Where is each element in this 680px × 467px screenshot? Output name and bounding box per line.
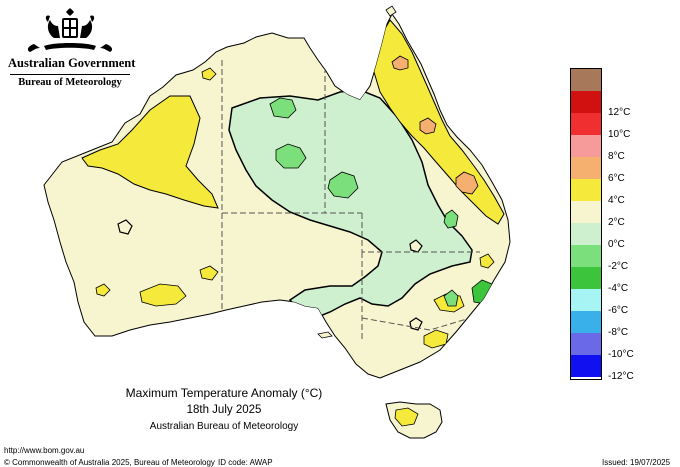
government-header: Australian Government Bureau of Meteorol… <box>8 8 136 88</box>
legend-label: -12°C <box>608 371 634 382</box>
header-divider <box>10 74 130 75</box>
legend-label: 6°C <box>608 173 625 184</box>
government-name: Australian Government <box>8 56 136 70</box>
legend-swatch <box>571 245 601 267</box>
legend-swatch <box>571 179 601 201</box>
cold-patch-se-inland <box>443 289 459 307</box>
legend-swatch <box>571 267 601 289</box>
coat-of-arms-icon <box>27 8 113 52</box>
legend-swatch <box>571 223 601 245</box>
legend-label: -10°C <box>608 349 634 360</box>
map-title: Maximum Temperature Anomaly (°C) <box>125 386 323 400</box>
cold-patch-nt-south <box>327 171 359 199</box>
northwest-warm-zone <box>81 95 219 209</box>
map-date: 18th July 2025 <box>186 404 262 416</box>
cold-patch-nt-north <box>269 97 297 119</box>
legend-swatch <box>571 91 601 113</box>
east-coast-warm-zone <box>373 19 505 225</box>
legend-swatch <box>571 289 601 311</box>
legend-swatch <box>571 333 601 355</box>
legend-label: 2°C <box>608 217 625 228</box>
north-island <box>385 5 397 17</box>
legend-label: -4°C <box>608 283 629 294</box>
legend-swatch <box>571 69 601 91</box>
map-organisation: Australian Bureau of Meteorology <box>149 421 299 432</box>
cold-patch-nt-central <box>275 143 307 169</box>
legend-swatch <box>571 157 601 179</box>
warm-patch-south-qld <box>455 171 479 195</box>
legend-swatch <box>571 355 601 377</box>
legend-swatch <box>571 201 601 223</box>
sw-warm-patch <box>95 283 111 297</box>
sa-warm-patch <box>301 313 319 329</box>
id-code: ID code: AWAP <box>218 458 273 467</box>
pocket-qld-central <box>409 239 423 253</box>
warm-patch-central-qld <box>419 117 437 135</box>
legend-swatch <box>571 135 601 157</box>
kangaroo-island <box>317 331 333 339</box>
legend-label: 4°C <box>608 195 625 206</box>
legend-label: -6°C <box>608 305 629 316</box>
map-caption: Maximum Temperature Anomaly (°C) 18th Ju… <box>100 386 348 433</box>
bureau-name: Bureau of Meteorology <box>18 77 122 88</box>
goldfields-warm-patch <box>199 265 219 281</box>
tasmania <box>385 401 443 439</box>
pocket-wa-north <box>117 219 133 235</box>
qld-inland-warm-patch <box>479 253 495 269</box>
legend-label: 8°C <box>608 151 625 162</box>
legend-label: 0°C <box>608 239 625 250</box>
legend-swatch <box>571 311 601 333</box>
legend-label: -2°C <box>608 261 629 272</box>
cold-patch-qld <box>443 209 459 229</box>
top-end-warm-patch <box>201 67 217 81</box>
warm-patch-north <box>391 55 409 71</box>
legend-label: 10°C <box>608 129 631 140</box>
state-borders <box>221 40 480 340</box>
pilbara-warm-patch <box>139 283 187 307</box>
legend-swatch <box>571 113 601 135</box>
legend-label: -8°C <box>608 327 629 338</box>
bom-url-link[interactable]: http://www.bom.gov.au <box>4 446 85 455</box>
issued-date: Issued: 19/07/2025 <box>602 458 671 467</box>
legend-label: 12°C <box>608 107 631 118</box>
legend-colorbar <box>570 68 602 380</box>
tasmania-warm-patch <box>394 407 419 427</box>
copyright-text: © Commonwealth of Australia 2025, Bureau… <box>4 458 215 467</box>
